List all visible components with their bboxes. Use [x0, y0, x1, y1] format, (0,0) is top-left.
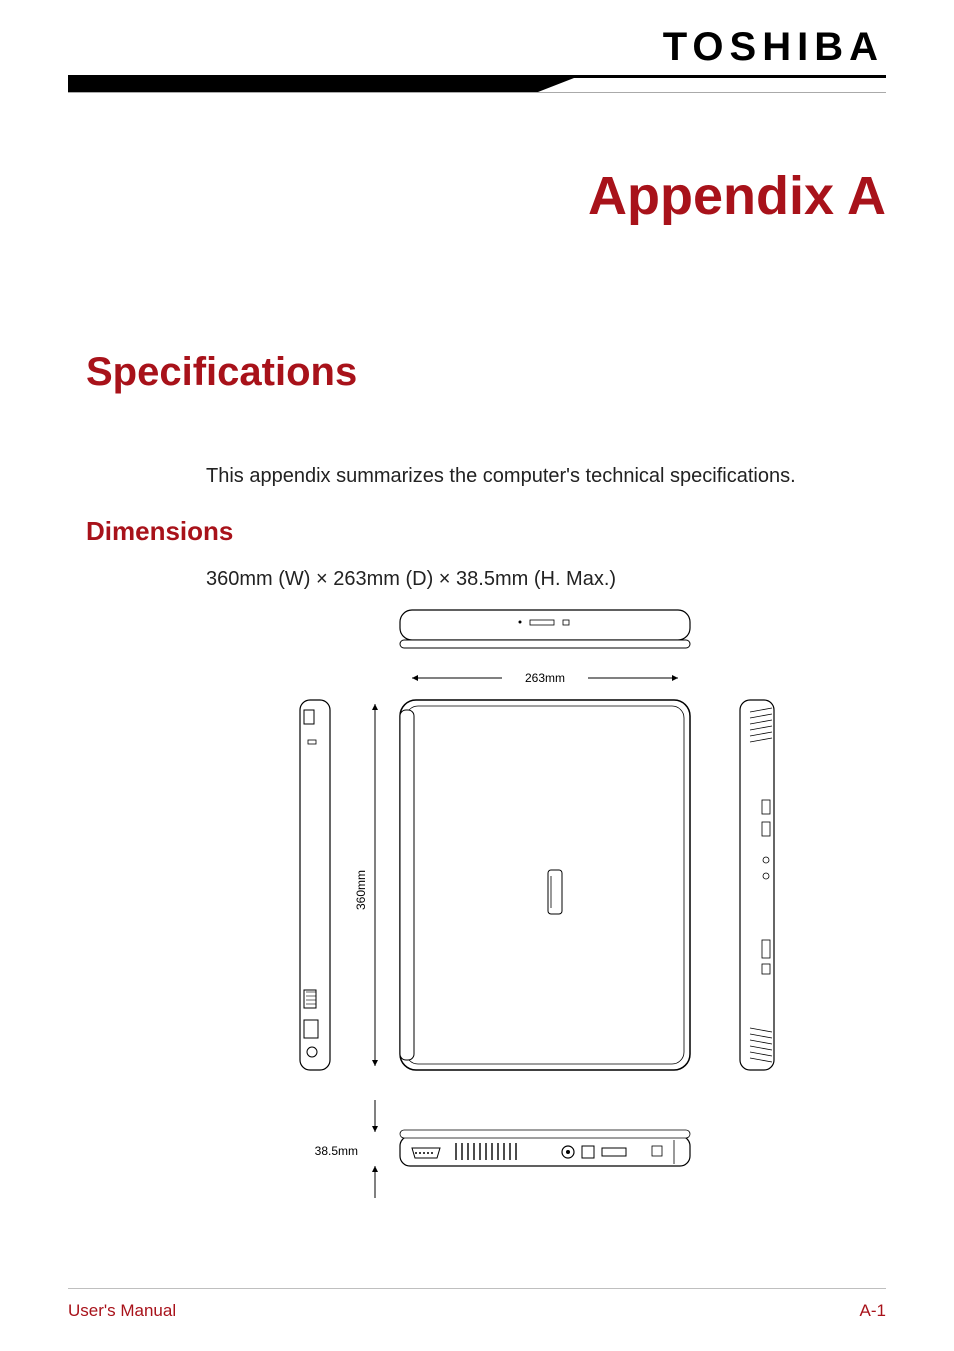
laptop-right-side-view — [740, 700, 774, 1070]
footer-right-text: A-1 — [860, 1301, 886, 1321]
header-rule-thick — [68, 78, 538, 92]
intro-paragraph: This appendix summarizes the computer's … — [206, 465, 796, 488]
laptop-left-side-view — [300, 700, 330, 1070]
laptop-rear-view — [400, 1130, 690, 1166]
height-dimension: 360mm — [354, 704, 375, 1066]
sub-section-title: Dimensions — [86, 516, 233, 547]
appendix-title: Appendix A — [68, 165, 886, 227]
laptop-front-view — [400, 610, 690, 648]
laptop-top-view — [400, 700, 690, 1070]
dimensions-text: 360mm (W) × 263mm (D) × 38.5mm (H. Max.) — [206, 568, 616, 591]
page-footer: User's Manual A-1 — [68, 1301, 886, 1321]
footer-rule — [68, 1288, 886, 1289]
header-rule-gray — [68, 92, 886, 93]
width-dimension: 263mm — [412, 671, 678, 685]
footer-left-text: User's Manual — [68, 1301, 176, 1321]
dimensions-diagram: 263mm 360mm — [280, 600, 800, 1200]
thickness-dimension: 38.5mm — [315, 1100, 375, 1198]
section-title: Specifications — [86, 350, 357, 395]
width-label: 263mm — [525, 671, 565, 685]
thickness-label: 38.5mm — [315, 1144, 358, 1158]
brand-logo: TOSHIBA — [663, 25, 884, 70]
height-label: 360mm — [354, 870, 368, 910]
page-header: TOSHIBA — [0, 0, 954, 100]
